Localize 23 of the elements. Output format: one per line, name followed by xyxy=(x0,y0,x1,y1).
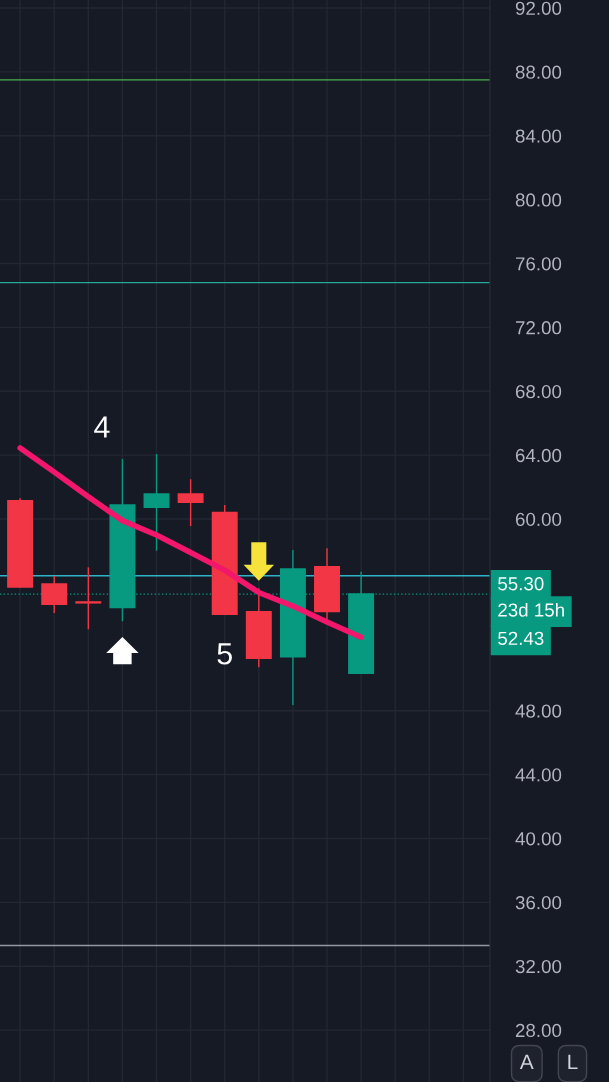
text: A xyxy=(519,1054,534,1069)
annotation: 5 xyxy=(217,643,232,665)
y-tick-label: 92.00 xyxy=(515,1,562,15)
y-tick-label: 88.00 xyxy=(515,65,562,79)
y-tick-label: 64.00 xyxy=(515,448,562,463)
text: 52.43 xyxy=(498,631,544,645)
y-tick-label: 80.00 xyxy=(515,193,562,207)
y-tick-label: 72.00 xyxy=(515,321,562,335)
text: L xyxy=(568,1054,578,1069)
y-tick-label: 44.00 xyxy=(515,768,562,782)
y-tick-label: 68.00 xyxy=(515,384,562,399)
y-tick-label: 48.00 xyxy=(515,704,562,718)
y-tick-label: 40.00 xyxy=(515,832,562,846)
candlestick xyxy=(75,566,102,630)
y-tick-label: 60.00 xyxy=(515,512,562,527)
y-tick-label: 28.00 xyxy=(515,1023,562,1038)
y-tick-label: 32.00 xyxy=(515,959,562,974)
annotation: 4 xyxy=(94,416,110,438)
y-tick-label: 84.00 xyxy=(515,129,562,143)
y-tick-label: 76.00 xyxy=(515,257,562,271)
y-tick-label: 36.00 xyxy=(515,896,562,910)
ref-line-label: 55.30 xyxy=(498,577,544,591)
text: 23d 15h xyxy=(498,602,564,617)
